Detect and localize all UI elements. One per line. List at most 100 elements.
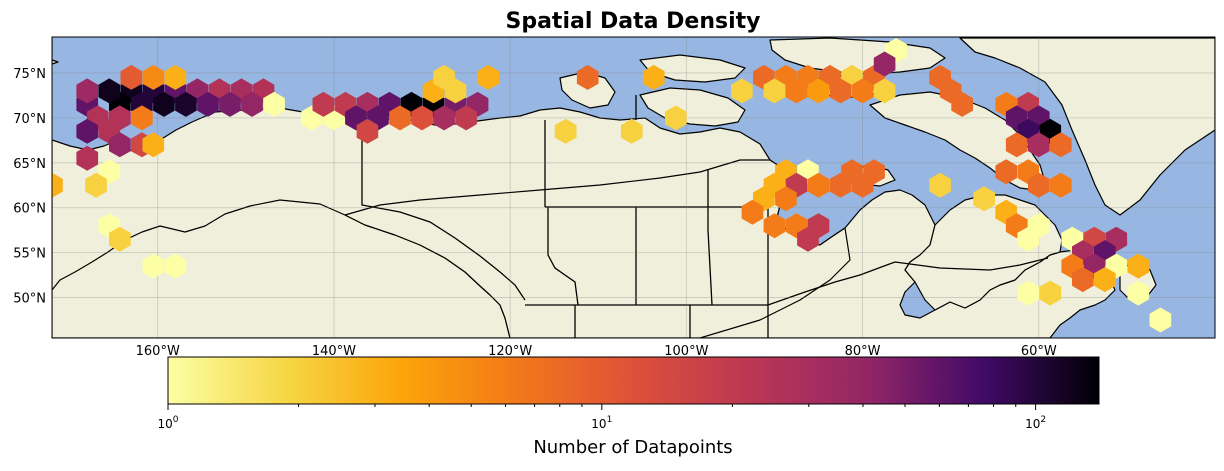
lon-tick-labels: 160°W 140°W 120°W 100°W 80°W 60°W [136, 344, 1057, 359]
hexbin [1127, 253, 1150, 279]
hexbin [477, 64, 499, 90]
hexbin [153, 91, 175, 117]
map-panel [52, 37, 1215, 338]
lat-tick-label: 70°N [13, 112, 46, 127]
hexbin [731, 78, 753, 104]
hexbin [142, 132, 165, 158]
hexbin [1005, 132, 1028, 158]
hexbin [763, 78, 786, 104]
hexbin [76, 78, 99, 104]
lat-tick-label: 75°N [13, 67, 46, 82]
hexbin [175, 91, 197, 117]
hexbin [389, 105, 411, 131]
hexbin [620, 118, 643, 144]
hexbin [142, 253, 165, 279]
hexbin [807, 78, 830, 104]
hexbin [807, 172, 830, 198]
lon-tick-label: 160°W [136, 344, 180, 359]
hexbin [929, 172, 951, 198]
hexbin [1094, 267, 1116, 293]
hexbin [433, 105, 455, 131]
map-frame [51, 36, 1216, 339]
hexbin [873, 78, 896, 104]
chukotka [52, 37, 59, 65]
hexbin [263, 91, 285, 117]
hexbin [995, 159, 1017, 185]
hexbin [433, 64, 455, 90]
hexbin [1017, 280, 1039, 306]
hexbin [797, 226, 819, 252]
colorbar-gradient [167, 356, 1100, 405]
interior-plains-landmass [344, 159, 851, 338]
hexbin [1039, 280, 1062, 306]
hexbin [109, 132, 131, 158]
hexbin [1050, 172, 1072, 198]
lon-tick-label: 140°W [312, 344, 356, 359]
canada-us-border [525, 257, 1049, 306]
colorbar-label: Number of Datapoints [533, 437, 732, 458]
hexbin [851, 172, 874, 198]
alaska-canada-border [361, 118, 526, 301]
hexbin [873, 51, 896, 77]
lon-tick-label: 60°W [1021, 344, 1057, 359]
lat-tick-label: 60°N [13, 202, 46, 217]
lat-tick-labels: 75°N 70°N 65°N 60°N 55°N 50°N [13, 67, 46, 307]
hexbin [763, 213, 786, 239]
hexbin [665, 105, 687, 131]
hexbin [576, 64, 599, 90]
hexbin [951, 91, 973, 117]
hexbin [356, 118, 379, 144]
hexbin [76, 118, 99, 144]
hexbin [741, 199, 764, 225]
hexbin [829, 78, 852, 104]
greenland [959, 37, 1215, 216]
lat-tick-label: 55°N [13, 247, 46, 262]
lon-tick-label: 100°W [664, 344, 708, 359]
hexbin [197, 91, 219, 117]
lat-tick-label: 50°N [13, 292, 46, 307]
hexbin [312, 91, 335, 117]
colorbar-tick-label: 102 [1025, 415, 1046, 431]
hexbin [1050, 132, 1072, 158]
hexbin [120, 64, 143, 90]
hexbin [1072, 267, 1094, 293]
lon-tick-label: 120°W [488, 344, 532, 359]
hexbin [1028, 172, 1050, 198]
colorbar-ticks: 100 101 102 [157, 404, 1046, 431]
hexbin [411, 105, 433, 131]
borders-layer [361, 95, 1049, 338]
hexbin [131, 105, 153, 131]
hexbin [164, 253, 187, 279]
hexbin [642, 64, 665, 90]
provincial-borders [544, 95, 776, 338]
colorbar-tick-label: 101 [591, 415, 612, 431]
hexbin [85, 172, 107, 198]
hexbin [98, 78, 121, 104]
hexbin-layer [52, 38, 1172, 333]
lon-tick-label: 80°W [845, 344, 881, 359]
land-layer [52, 37, 1215, 338]
hexbin [241, 91, 263, 117]
hexbin [1017, 226, 1039, 252]
hexbin [554, 118, 577, 144]
hexbin [76, 145, 99, 171]
hexbin [109, 226, 131, 252]
hexbin [1127, 280, 1150, 306]
hexbin [164, 64, 187, 90]
gridlines [52, 37, 1215, 338]
hexbin [775, 186, 797, 212]
hexbin [829, 172, 852, 198]
hexbin [851, 78, 874, 104]
colorbar-tick-label: 100 [157, 415, 178, 431]
chart-title: Spatial Data Density [505, 9, 760, 34]
hexbin [455, 105, 477, 131]
lat-tick-label: 65°N [13, 157, 46, 172]
hexbin [219, 91, 241, 117]
hexbin [1149, 307, 1172, 333]
hexbin [142, 64, 165, 90]
hexbin [785, 78, 808, 104]
hexbin [52, 172, 63, 198]
colorbar: 100 101 102 Number of Datapoints [157, 356, 1100, 458]
